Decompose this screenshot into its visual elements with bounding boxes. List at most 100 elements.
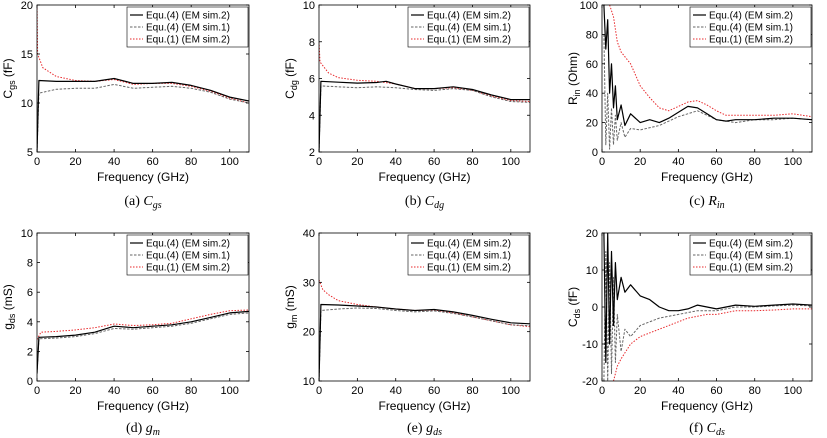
y-tick-label: 80	[586, 29, 598, 41]
x-tick-label: 0	[316, 385, 322, 397]
x-tick-label: 60	[710, 156, 722, 168]
y-tick-label: 8	[309, 37, 315, 49]
legend-f: Equ.(4) (EM sim.2)Equ.(4) (EM sim.1)Equ.…	[689, 234, 812, 276]
legend-entry: Equ.(1) (EM sim.2)	[146, 263, 230, 274]
y-tick-label: 10	[21, 228, 33, 240]
chart-panel-a: 0 20 40 60 80 100 5 10 15 20 Frequency (GHz) Cgs (f…	[1, 0, 250, 211]
x-tick-label: 40	[390, 385, 402, 397]
legend-entry: Equ.(4) (EM sim.2)	[427, 239, 511, 250]
legend-entry: Equ.(1) (EM sim.2)	[427, 35, 511, 46]
series-line-c-3	[609, 5, 812, 118]
legend-entry: Equ.(4) (EM sim.1)	[146, 251, 230, 262]
x-tick-label: 20	[634, 385, 646, 397]
legend-e: Equ.(4) (EM sim.2)Equ.(4) (EM sim.1)Equ.…	[407, 234, 530, 276]
y-tick-label: 15	[21, 49, 33, 61]
legend-c: Equ.(4) (EM sim.2)Equ.(4) (EM sim.1)Equ.…	[689, 6, 812, 48]
series-line-a-1	[37, 77, 249, 152]
chart-panel-f: 0 20 40 60 80 100 -20 -10 0 10 20 Frequency (GHz) Cd…	[566, 228, 813, 438]
axes-box-c	[601, 4, 813, 153]
y-tick-label: 0	[592, 302, 598, 314]
legend-entry: Equ.(4) (EM sim.2)	[146, 11, 230, 22]
x-axis-label: Frequency (GHz)	[97, 399, 189, 413]
series-line-f-1	[603, 233, 812, 364]
legend-d: Equ.(4) (EM sim.2)Equ.(4) (EM sim.1)Equ.…	[126, 234, 249, 276]
y-tick-label: 4	[27, 317, 33, 329]
x-tick-label: 0	[599, 156, 605, 168]
x-tick-label: 40	[672, 156, 684, 168]
legend-entry: Equ.(1) (EM sim.2)	[427, 263, 511, 274]
y-tick-label: 20	[586, 118, 598, 130]
series-line-a-2	[37, 83, 249, 152]
legend-b: Equ.(4) (EM sim.2)Equ.(4) (EM sim.1)Equ.…	[407, 6, 530, 48]
x-tick-label: 60	[147, 385, 159, 397]
x-tick-label: 0	[316, 156, 322, 168]
y-tick-label: 40	[586, 88, 598, 100]
y-axis-label: Rin (Ohm)	[566, 52, 582, 105]
y-axis-label: gm (mS)	[283, 285, 299, 329]
series-line-c-2	[603, 34, 812, 150]
legend-entry: Equ.(1) (EM sim.2)	[709, 35, 793, 46]
x-tick-label: 60	[428, 156, 440, 168]
y-tick-label: 40	[303, 228, 315, 240]
x-tick-label: 80	[466, 385, 478, 397]
y-tick-label: 4	[309, 110, 315, 122]
series-line-d-1	[37, 310, 249, 374]
y-axis-label: gds (mS)	[1, 284, 17, 330]
series-line-e-1	[319, 303, 530, 381]
x-tick-label: 40	[108, 156, 120, 168]
x-tick-label: 40	[390, 156, 402, 168]
chart-panel-e: 0 20 40 60 80 100 10 20 30 40 Frequency (GHz) gm (m…	[283, 228, 531, 438]
y-tick-label: 20	[303, 327, 315, 339]
x-tick-label: 100	[221, 385, 239, 397]
y-tick-label: 2	[309, 147, 315, 159]
y-tick-label: 2	[27, 346, 33, 358]
y-tick-label: -20	[582, 376, 598, 388]
chart-panel-b: 0 20 40 60 80 100 2 4 6 8 10 Frequency (GHz) Cdg (fF…	[283, 0, 531, 211]
x-axis-label: Frequency (GHz)	[378, 399, 470, 413]
y-tick-label: 10	[21, 98, 33, 110]
x-tick-label: 80	[749, 156, 761, 168]
y-tick-label: 5	[27, 147, 33, 159]
x-tick-label: 0	[34, 156, 40, 168]
legend-entry: Equ.(4) (EM sim.2)	[709, 11, 793, 22]
y-axis-label: Cds (fF)	[566, 287, 582, 327]
x-tick-label: 100	[784, 156, 802, 168]
series-line-c-1	[603, 5, 812, 127]
x-tick-label: 0	[599, 385, 605, 397]
legend-entry: Equ.(4) (EM sim.1)	[709, 23, 793, 34]
x-tick-label: 80	[749, 385, 761, 397]
x-axis-label: Frequency (GHz)	[661, 399, 753, 413]
x-tick-label: 20	[634, 156, 646, 168]
series-line-e-3	[319, 279, 530, 328]
x-tick-label: 60	[428, 385, 440, 397]
subfigure-caption: (c) Rin	[689, 194, 724, 211]
series-line-e-2	[319, 307, 530, 381]
subfigure-caption: (a) Cgs	[124, 194, 161, 211]
legend-entry: Equ.(4) (EM sim.1)	[427, 251, 511, 262]
legend-entry: Equ.(4) (EM sim.2)	[146, 239, 230, 250]
y-tick-label: 10	[586, 265, 598, 277]
chart-panel-d: 0 20 40 60 80 100 0 2 4 6 8 10 Frequency (GHz) gds (m…	[1, 228, 250, 438]
y-tick-label: 20	[586, 228, 598, 240]
x-tick-label: 40	[672, 385, 684, 397]
legend-entry: Equ.(4) (EM sim.1)	[146, 23, 230, 34]
y-tick-label: 60	[586, 59, 598, 71]
legend-entry: Equ.(4) (EM sim.2)	[709, 239, 793, 250]
x-tick-label: 100	[502, 385, 520, 397]
x-tick-label: 100	[221, 156, 239, 168]
axes-box-e	[318, 232, 531, 382]
y-tick-label: 0	[592, 147, 598, 159]
x-tick-label: 20	[351, 156, 363, 168]
x-tick-label: 60	[710, 385, 722, 397]
subfigure-caption: (f) Cds	[689, 421, 725, 438]
legend-entry: Equ.(1) (EM sim.2)	[146, 35, 230, 46]
x-axis-label: Frequency (GHz)	[97, 170, 189, 184]
series-line-b-2	[319, 85, 530, 152]
y-axis-label: Cdg (fF)	[283, 58, 299, 99]
x-tick-label: 60	[147, 156, 159, 168]
series-line-a-3	[37, 5, 249, 104]
x-tick-label: 100	[784, 385, 802, 397]
y-axis-label: Cgs (fF)	[1, 58, 17, 98]
y-tick-label: 8	[27, 258, 33, 270]
